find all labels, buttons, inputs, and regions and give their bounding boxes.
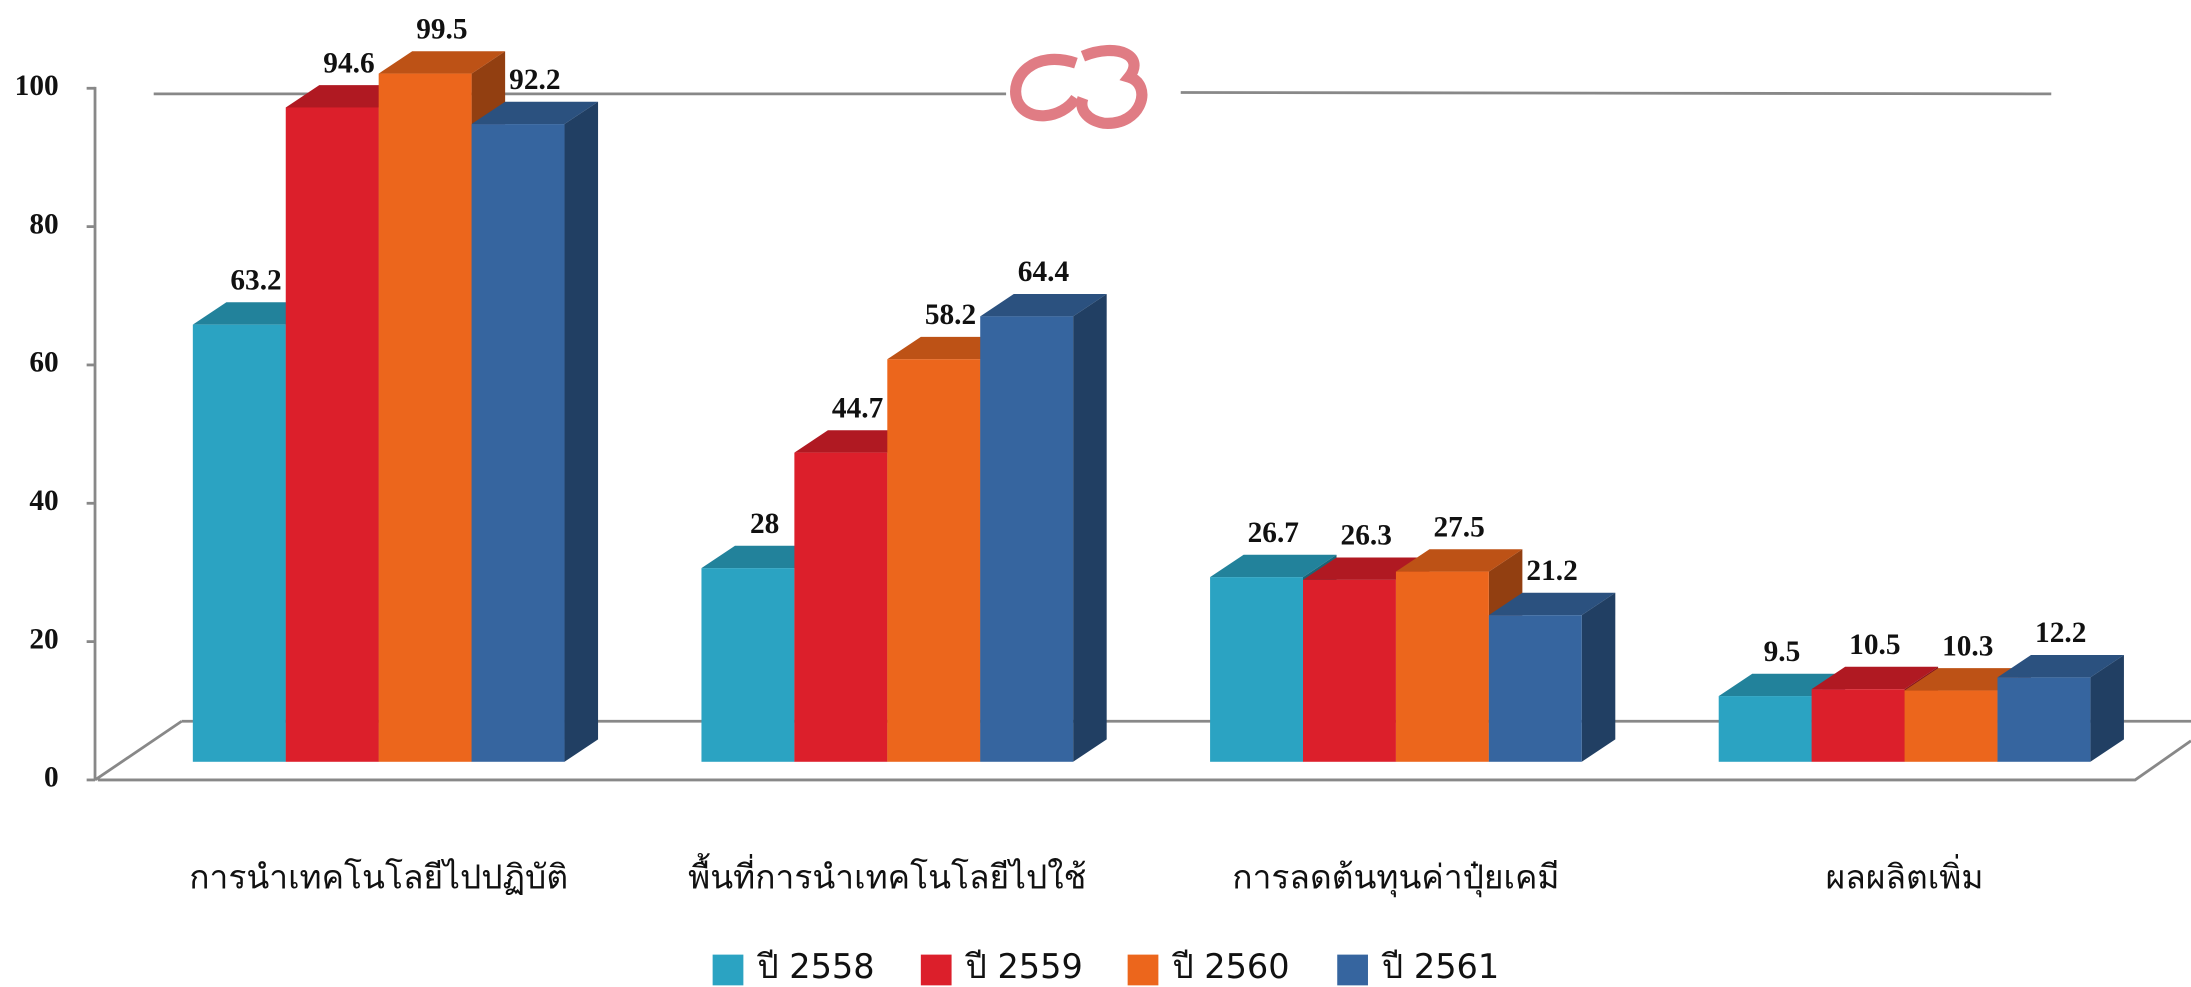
bar-top (378, 51, 506, 74)
bar-top (1997, 655, 2124, 678)
y-tick-label: 100 (15, 70, 59, 102)
value-label: 44.7 (832, 392, 883, 424)
legend-swatch (920, 954, 952, 986)
value-label: 28 (750, 508, 779, 540)
y-tick-label: 60 (29, 347, 58, 379)
value-label: 58.2 (925, 299, 976, 331)
value-label: 9.5 (1764, 636, 1801, 668)
value-label: 99.5 (416, 13, 467, 45)
bar-side (564, 101, 599, 762)
value-label: 27.5 (1433, 511, 1484, 543)
legend-swatch (1127, 954, 1159, 986)
bar (471, 124, 565, 762)
bar (1210, 577, 1304, 762)
x-tick-label: การลดต้นทุนค่าปุ๋ยเคมี (1232, 858, 1559, 898)
y-tick-label: 80 (29, 208, 58, 240)
bar (794, 452, 888, 762)
bar-top (1811, 666, 1939, 690)
bar (192, 324, 286, 762)
bar (1997, 677, 2091, 762)
legend-swatch (712, 954, 744, 986)
x-tick-label: การนำเทคโนโลยีไปปฏิบัติ (189, 858, 568, 897)
bar-top (471, 101, 599, 125)
bar (1488, 615, 1582, 762)
y-tick-label: 0 (44, 762, 59, 794)
value-label: 12.2 (2035, 617, 2086, 649)
value-label: 21.2 (1526, 555, 1577, 587)
bar (378, 73, 472, 762)
value-label: 63.2 (230, 264, 281, 296)
x-tick-label: พื้นที่การนำเทคโนโลยีไปใช้ (688, 853, 1086, 897)
legend-label: ปี 2558 (756, 947, 874, 986)
bar (980, 316, 1074, 762)
value-label: 92.2 (509, 64, 560, 96)
bar-top (1488, 592, 1616, 616)
bar-top (980, 293, 1107, 317)
legend-label: ปี 2559 (965, 947, 1083, 986)
value-label: 10.5 (1849, 629, 1900, 661)
y-tick-label: 40 (29, 485, 58, 517)
value-label: 94.6 (323, 47, 374, 79)
floor-left (94, 720, 183, 782)
bar-side (2090, 655, 2124, 762)
bar (1395, 571, 1489, 762)
bar (1718, 696, 1812, 762)
value-label: 64.4 (1018, 256, 1070, 288)
bar-side (1581, 592, 1616, 762)
bar-top (1395, 549, 1523, 572)
bar (701, 568, 795, 762)
bar (887, 359, 981, 762)
floor-front (97, 739, 2191, 782)
y-tick-label: 20 (29, 623, 58, 655)
bar (285, 107, 379, 762)
bar (1303, 579, 1396, 762)
value-label: 26.7 (1248, 517, 1299, 549)
bar-side (1073, 293, 1107, 762)
legend-label: ปี 2560 (1171, 947, 1289, 986)
legend-label: ปี 2561 (1381, 947, 1499, 986)
bar-top (1210, 554, 1337, 578)
legend-swatch (1337, 954, 1368, 986)
value-label: 26.3 (1341, 520, 1392, 552)
x-tick-label: ผลผลิตเพิ่ม (1826, 854, 1984, 897)
bar (1811, 689, 1905, 762)
bar (1904, 690, 1998, 762)
logo (1010, 44, 1148, 129)
value-label: 10.3 (1942, 630, 1993, 662)
top-line (1180, 91, 2052, 96)
